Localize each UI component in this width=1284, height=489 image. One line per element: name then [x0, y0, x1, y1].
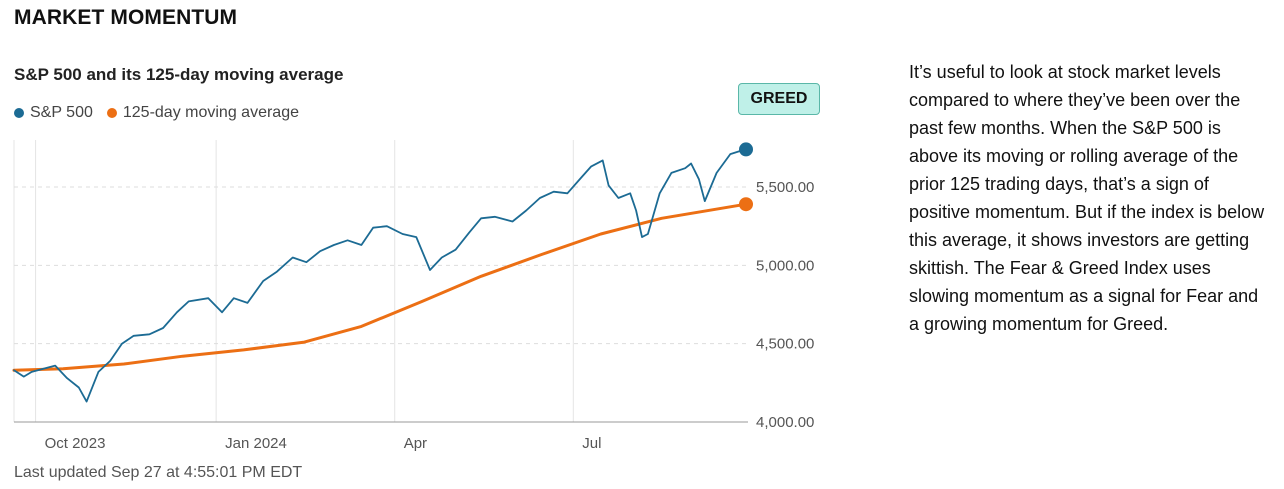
momentum-description: It’s useful to look at stock market leve… [909, 62, 1265, 334]
chart-ticks: Oct 2023 Jan 2024 Apr Jul 5,500.00 5,000.00 4,… [45, 179, 815, 452]
legend-item-sp500[interactable]: S&P 500 [14, 104, 93, 122]
y-tick-label: 4,500.00 [756, 336, 814, 353]
sentiment-badge: GREED [738, 83, 820, 115]
chart-grid [13, 140, 748, 423]
x-tick-label: Oct 2023 [45, 435, 106, 452]
sp500-endpoint[interactable] [739, 142, 753, 157]
chart-series [12, 142, 753, 403]
y-tick-label: 5,000.00 [756, 257, 814, 274]
moving-average-endpoint[interactable] [739, 197, 753, 212]
page-title: MARKET MOMENTUM [14, 6, 238, 29]
legend-item-moving-average[interactable]: 125-day moving average [106, 104, 299, 122]
chart-legend: S&P 500 125-day moving average [14, 104, 313, 122]
moving-average-line [12, 202, 748, 372]
x-tick-label: Jan 2024 [225, 435, 287, 452]
legend-label-moving-average: 125-day moving average [122, 104, 299, 121]
chart-title: S&P 500 and its 125-day moving average [14, 65, 344, 84]
y-tick-label: 5,500.00 [756, 179, 814, 196]
legend-dot-sp500-icon [14, 108, 24, 118]
sp500-line [13, 148, 747, 403]
y-tick-label: 4,000.00 [756, 414, 814, 431]
legend-dot-moving-average-icon [106, 108, 117, 118]
x-tick-label: Jul [582, 435, 601, 452]
legend-label-sp500: S&P 500 [30, 104, 93, 121]
x-tick-label: Apr [404, 435, 427, 452]
last-updated-text: Last updated Sep 27 at 4:55:01 PM EDT [14, 464, 303, 481]
